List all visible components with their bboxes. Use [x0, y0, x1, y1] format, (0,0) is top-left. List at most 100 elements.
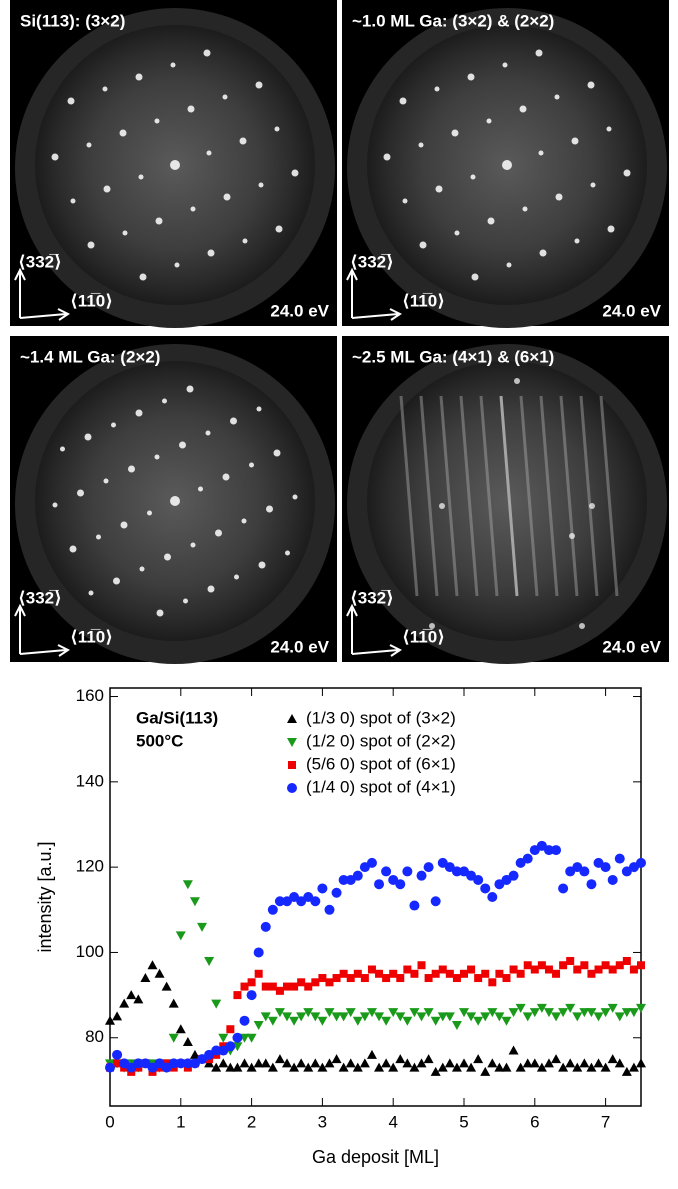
data-point	[409, 1062, 420, 1072]
data-point	[296, 1058, 307, 1068]
spot	[69, 545, 77, 553]
spot	[186, 385, 194, 393]
data-point	[403, 965, 412, 974]
panel-title: ~2.5 ML Ga: (4×1) & (6×1)	[352, 347, 554, 366]
data-point	[218, 1033, 229, 1043]
data-point	[366, 857, 377, 868]
axis-arrows	[14, 603, 70, 657]
spot	[103, 478, 109, 484]
spot	[590, 182, 596, 188]
y-tick-label: 120	[76, 857, 104, 876]
x-tick-label: 0	[105, 1112, 114, 1131]
spot	[70, 198, 76, 204]
data-point	[304, 982, 313, 991]
spot	[292, 494, 298, 500]
data-point	[451, 866, 462, 877]
data-point	[636, 1058, 646, 1068]
data-point	[360, 974, 369, 983]
streak	[499, 395, 519, 597]
legend-marker	[287, 714, 297, 723]
data-point	[289, 1062, 300, 1072]
data-point	[480, 1066, 491, 1076]
screen-disk	[367, 361, 647, 641]
data-point	[239, 1015, 250, 1026]
spot	[119, 129, 127, 137]
spot	[274, 126, 280, 132]
x-tick-label: 7	[601, 1112, 610, 1131]
spot	[266, 505, 273, 513]
data-point	[374, 879, 385, 890]
data-point	[430, 1016, 441, 1026]
streak	[419, 395, 439, 597]
data-point	[261, 982, 270, 991]
spot	[434, 86, 440, 92]
data-point	[332, 974, 341, 983]
data-point	[254, 969, 263, 978]
spot	[555, 193, 563, 201]
data-point	[374, 1062, 385, 1072]
data-point	[467, 965, 476, 974]
data-point	[543, 1058, 554, 1068]
data-point	[628, 1008, 639, 1018]
spot	[470, 174, 476, 180]
streak	[399, 395, 419, 597]
data-point	[409, 1008, 420, 1018]
data-point	[628, 1062, 639, 1072]
energy-label: 24.0 eV	[270, 637, 329, 656]
x-tick-label: 2	[247, 1112, 256, 1131]
data-point	[105, 1015, 115, 1025]
y-axis-label: intensity [a.u.]	[35, 841, 55, 952]
spot	[60, 446, 65, 452]
data-point	[112, 1011, 123, 1021]
spot	[571, 137, 579, 145]
data-point	[430, 896, 441, 907]
energy-label: 24.0 eV	[602, 301, 661, 320]
data-point	[466, 1062, 477, 1072]
data-point	[359, 1058, 370, 1068]
data-point	[459, 1058, 469, 1068]
spot	[399, 97, 407, 105]
data-point	[267, 904, 278, 915]
spot	[190, 542, 196, 548]
legend-marker	[288, 761, 296, 769]
data-point	[274, 1054, 285, 1064]
data-point	[331, 887, 342, 898]
data-point	[501, 1016, 512, 1026]
data-point	[508, 1045, 519, 1055]
data-point	[310, 896, 321, 907]
data-point	[573, 965, 582, 974]
spot	[113, 577, 120, 585]
data-point	[438, 965, 447, 974]
data-point	[133, 1058, 144, 1069]
spot	[122, 230, 128, 236]
data-point	[189, 1049, 200, 1059]
panel-title: ~1.4 ML Ga: (2×2)	[20, 347, 160, 366]
spot	[222, 473, 230, 481]
spot	[506, 262, 512, 268]
spot	[579, 623, 585, 629]
annotation: Ga/Si(113)	[136, 708, 218, 727]
data-point	[594, 965, 603, 974]
data-point	[536, 1003, 547, 1013]
data-point	[608, 965, 617, 974]
data-point	[494, 1012, 505, 1022]
data-point	[629, 965, 638, 974]
data-point	[325, 978, 334, 987]
data-point	[381, 1058, 392, 1068]
data-point	[621, 1008, 632, 1018]
data-point	[516, 969, 525, 978]
data-point	[515, 1003, 526, 1013]
data-point	[487, 1058, 498, 1068]
data-point	[359, 1012, 370, 1022]
data-point	[324, 904, 335, 915]
spot	[285, 550, 290, 556]
axis-arrows	[346, 603, 402, 657]
data-point	[572, 1012, 583, 1022]
spot	[156, 609, 164, 617]
data-point	[168, 1033, 179, 1043]
axis-arrows	[14, 267, 70, 321]
spot	[215, 529, 222, 537]
data-point	[246, 1033, 257, 1043]
data-point	[409, 900, 420, 911]
data-point	[537, 961, 546, 970]
